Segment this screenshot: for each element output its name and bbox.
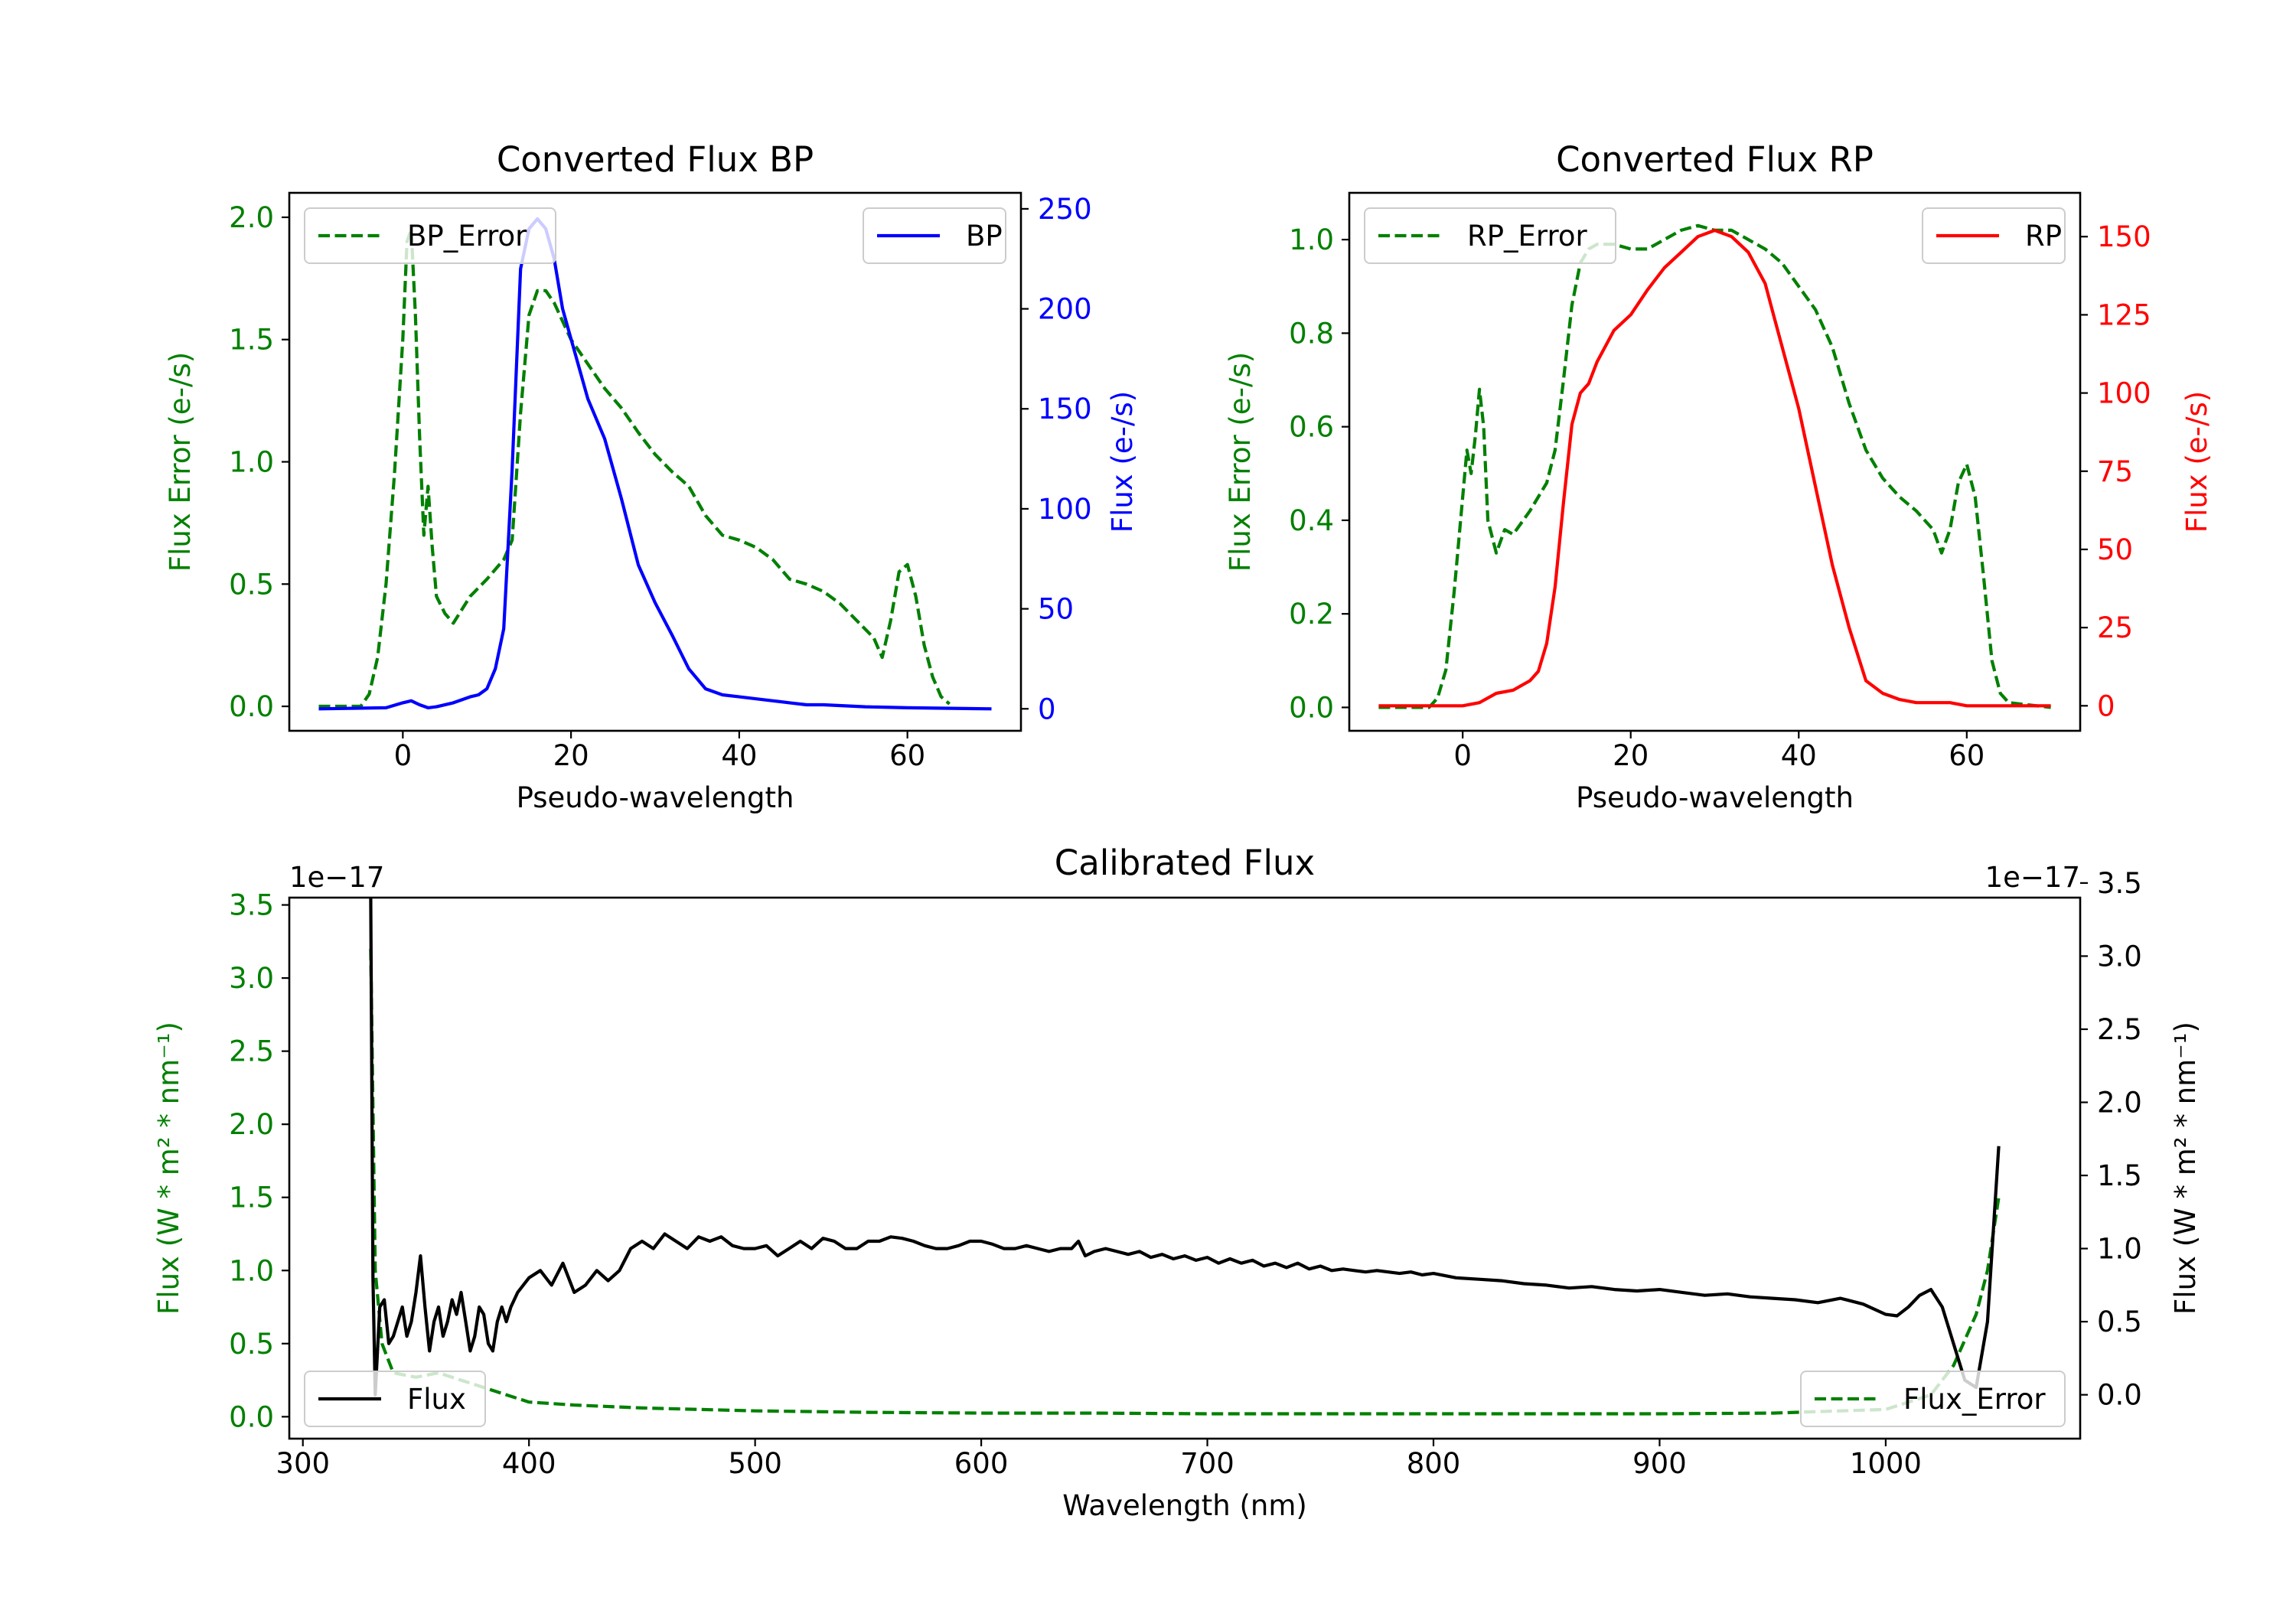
y-left-tick-label: 1.0 [1289,223,1334,256]
y-right-tick-label: 0 [2097,689,2115,722]
y-right-tick-label: 100 [2097,377,2151,410]
y-left-tick-label: 0.8 [1289,317,1334,350]
x-tick-label: 60 [1949,739,1985,772]
y-left-tick-label: 0.5 [229,568,274,601]
y-left-axis-label: Flux Error (e-/s) [1224,352,1257,572]
y-right-tick-label: 200 [1038,293,1092,326]
y-left-tick-label: 2.5 [229,1035,274,1068]
y-left-tick-label: 1.0 [229,446,274,479]
y-right-tick-label: 0 [1038,693,1056,725]
y-left-tick-label: 0.0 [229,690,274,723]
chart-bp: 0 20 40 60 0.0 0.5 1.0 1.5 2.0 0 50 100 150 200 250 Con… [164,139,1139,814]
legend-label: Flux [407,1383,466,1416]
axes-frame [1348,191,2082,732]
x-tick-label: 500 [728,1447,782,1480]
y-right-tick-label: 1.0 [2097,1233,2142,1266]
legend-label: RP [2025,220,2062,253]
y-right-tick-label: 25 [2097,611,2133,644]
axes-frame [288,896,2082,1440]
x-tick-label: 60 [889,739,925,772]
y-right-tick-label: 1.5 [2097,1159,2142,1192]
x-tick-label: 20 [1613,739,1649,772]
x-tick-label: 900 [1632,1447,1687,1480]
series-line-rp [1378,228,2051,708]
y-right-tick-label: 3.0 [2097,940,2142,973]
y-right-tick-label: 150 [1038,393,1092,425]
y-left-offset-text: 1e−17 [289,861,384,894]
x-tick-label: 600 [954,1447,1009,1480]
series-line-bp-error [318,227,951,709]
y-left-tick-label: 0.4 [1289,504,1334,537]
y-left-tick-label: 1.5 [229,1182,274,1214]
legend-label: RP_Error [1467,220,1587,253]
x-tick-label: 300 [276,1447,330,1480]
legend-box [1800,1371,2066,1427]
legend-box [304,1371,486,1427]
legend-left: RP_Error [1364,207,1616,264]
y-left-axis-label: Flux (W * m² * nm⁻¹) [152,1022,185,1315]
x-axis-label: Pseudo-wavelength [517,781,794,814]
y-right-tick-label: 50 [2097,533,2133,566]
legend-right: Flux_Error [1800,1371,2066,1427]
legend-label: Flux_Error [1903,1383,2046,1416]
legend-box [1364,207,1616,264]
chart-title: Converted Flux BP [497,139,814,180]
chart-title: Converted Flux RP [1556,139,1874,180]
y-right-offset-text: 1e−17 [1985,861,2080,894]
y-right-tick-label: 3.5 [2097,867,2142,900]
legend-left: BP_Error [304,207,556,264]
y-left-tick-label: 2.0 [229,1108,274,1141]
chart-rp: 0 20 40 60 0.0 0.2 0.4 0.6 0.8 1.0 0 25 50 75 100 125 15… [1224,139,2213,814]
legend-left: Flux [304,1371,486,1427]
y-left-tick-label: 1.5 [229,324,274,357]
y-right-axis-label: Flux (W * m² * nm⁻¹) [2169,1022,2202,1315]
x-axis-label: Pseudo-wavelength [1576,781,1854,814]
y-right-tick-label: 50 [1038,593,1074,626]
x-tick-label: 1000 [1850,1447,1922,1480]
x-tick-label: 0 [394,739,413,772]
chart-calibrated: 300 400 500 600 700 800 900 1000 0.0 0.5 1.0 1.5 2.0… [152,843,2202,1522]
x-tick-label: 700 [1180,1447,1234,1480]
y-right-tick-label: 0.0 [2097,1379,2142,1412]
y-left-tick-label: 3.5 [229,889,274,922]
y-right-tick-label: 0.5 [2097,1305,2142,1338]
y-left-axis-label: Flux Error (e-/s) [164,352,197,572]
y-right-tick-label: 75 [2097,455,2133,488]
y-right-tick-label: 125 [2097,298,2151,331]
series-line-flux [369,898,2001,1397]
legend-right: BP [863,207,1006,264]
x-tick-label: 0 [1453,739,1472,772]
y-left-tick-label: 1.0 [229,1254,274,1287]
x-tick-label: 40 [721,739,757,772]
series-line-bp [318,217,992,711]
y-left-tick-label: 0.0 [1289,691,1334,724]
y-left-tick-label: 3.0 [229,962,274,995]
x-tick-label: 20 [553,739,589,772]
legend-label: BP_Error [407,220,527,253]
y-right-tick-label: 2.0 [2097,1087,2142,1120]
y-right-axis-label: Flux (e-/s) [2180,391,2213,533]
y-right-tick-label: 150 [2097,220,2151,253]
x-tick-label: 800 [1407,1447,1461,1480]
legend-label: BP [966,220,1003,253]
y-left-tick-label: 0.2 [1289,598,1334,631]
y-left-tick-label: 0.6 [1289,411,1334,444]
y-right-axis-label: Flux (e-/s) [1106,391,1139,533]
y-right-tick-label: 100 [1038,493,1092,526]
y-left-tick-label: 2.0 [229,201,274,234]
y-left-tick-label: 0.0 [229,1400,274,1433]
series-line-rp-error [1378,223,2051,709]
y-right-tick-label: 250 [1038,193,1092,226]
x-tick-label: 40 [1781,739,1817,772]
x-axis-label: Wavelength (nm) [1062,1489,1307,1522]
y-left-tick-label: 0.5 [229,1328,274,1361]
legend-box [304,207,556,264]
y-right-tick-label: 2.5 [2097,1013,2142,1046]
x-tick-label: 400 [502,1447,556,1480]
legend-right: RP [1922,207,2066,264]
chart-title: Calibrated Flux [1055,843,1315,883]
